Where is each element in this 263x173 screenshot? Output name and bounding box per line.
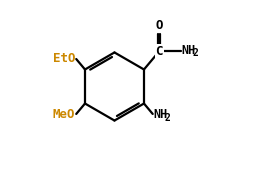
Text: O: O	[155, 19, 163, 32]
Text: NH: NH	[181, 44, 196, 57]
Text: MeO: MeO	[53, 108, 75, 121]
Text: 2: 2	[193, 48, 199, 58]
Text: NH: NH	[154, 108, 168, 121]
Text: C: C	[155, 45, 163, 58]
Text: 2: 2	[164, 113, 170, 123]
Text: EtO: EtO	[53, 52, 75, 65]
